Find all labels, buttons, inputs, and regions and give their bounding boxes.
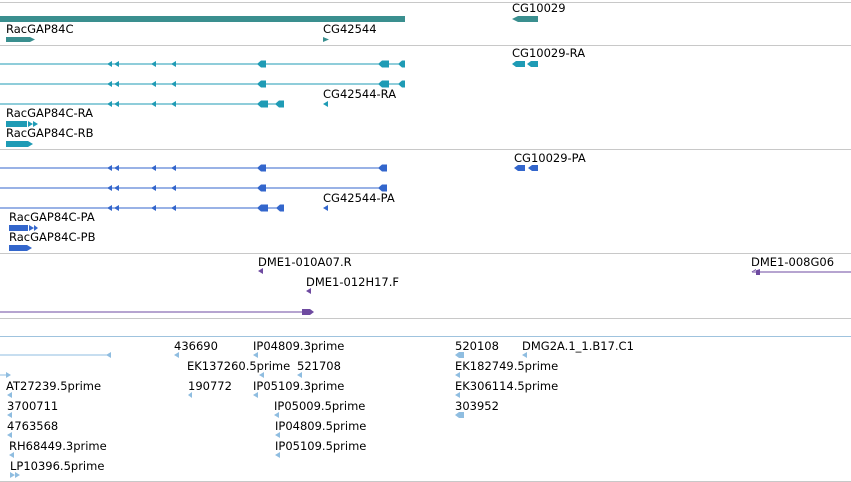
est-glyph-lp10396[interactable] bbox=[10, 472, 20, 478]
gene-label-racgap84c[interactable]: RacGAP84C bbox=[6, 22, 73, 36]
clone-label-008g06[interactable]: DME1-008G06 bbox=[751, 255, 834, 269]
protein-label-cg10029-pa[interactable]: CG10029-PA bbox=[514, 151, 586, 165]
clone-track bbox=[0, 268, 851, 315]
protein-track bbox=[0, 164, 538, 251]
est-glyph-303952[interactable] bbox=[455, 412, 464, 418]
est-label-303952[interactable]: 303952 bbox=[455, 399, 499, 413]
est-label-ek137260[interactable]: EK137260.5prime bbox=[187, 359, 290, 373]
protein-glyph-racgap84c-pa[interactable] bbox=[9, 225, 38, 231]
transcript-label-racgap84c-rb[interactable]: RacGAP84C-RB bbox=[6, 126, 94, 140]
est-glyph-dmg2a[interactable] bbox=[522, 352, 527, 358]
est-glyph-4763568[interactable] bbox=[7, 432, 12, 438]
transcript-label-cg10029-ra[interactable]: CG10029-RA bbox=[512, 46, 585, 60]
est-glyph-ek137260[interactable] bbox=[259, 372, 264, 378]
est-glyph[interactable] bbox=[106, 352, 111, 358]
gene-glyph-cg10029[interactable] bbox=[512, 16, 538, 22]
protein-glyph-racgap84c-pb[interactable] bbox=[9, 245, 32, 251]
transcript-glyph-racgap84c-ra[interactable] bbox=[6, 121, 38, 127]
est-label-ek306114[interactable]: EK306114.5prime bbox=[455, 379, 558, 393]
protein-label-racgap84c-pb[interactable]: RacGAP84C-PB bbox=[9, 230, 96, 244]
est-label-ip04809-5[interactable]: IP04809.5prime bbox=[275, 419, 366, 433]
est-glyph-520108[interactable] bbox=[455, 352, 464, 358]
est-label-436690[interactable]: 436690 bbox=[174, 339, 218, 353]
clone-glyph-010a07[interactable] bbox=[258, 268, 263, 274]
clone-glyph-012h17[interactable] bbox=[306, 288, 311, 294]
est-glyph-ip04809-3[interactable] bbox=[253, 352, 258, 358]
transcript-label-racgap84c-ra[interactable]: RacGAP84C-RA bbox=[6, 106, 93, 120]
est-label-at27239[interactable]: AT27239.5prime bbox=[6, 379, 101, 393]
est-label-ek182749[interactable]: EK182749.5prime bbox=[455, 359, 558, 373]
est-track bbox=[0, 352, 527, 478]
transcript-exons[interactable] bbox=[107, 60, 405, 68]
transcript-track bbox=[0, 60, 538, 147]
est-label-520108[interactable]: 520108 bbox=[455, 339, 499, 353]
est-label-ip05109-3[interactable]: IP05109.3prime bbox=[253, 379, 344, 393]
clone-label-010a07[interactable]: DME1-010A07.R bbox=[258, 255, 352, 269]
transcript-exons[interactable] bbox=[107, 80, 405, 88]
clone-glyph-008g06[interactable] bbox=[751, 269, 760, 275]
protein-exons[interactable] bbox=[107, 184, 387, 192]
est-glyph-ip05009[interactable] bbox=[274, 412, 279, 418]
est-label-190772[interactable]: 190772 bbox=[188, 379, 232, 393]
clone-label-012h17[interactable]: DME1-012H17.F bbox=[306, 275, 399, 289]
transcript-glyph-racgap84c-rb[interactable] bbox=[6, 141, 33, 147]
est-label-ip05009[interactable]: IP05009.5prime bbox=[274, 399, 365, 413]
clone-glyph-bottom[interactable] bbox=[302, 309, 314, 315]
transcript-glyph-cg10029-ra[interactable] bbox=[512, 61, 538, 67]
gene-bar-racgap84c[interactable] bbox=[0, 16, 405, 22]
protein-exons[interactable] bbox=[107, 164, 387, 172]
est-label-lp10396[interactable]: LP10396.5prime bbox=[10, 459, 104, 473]
protein-label-racgap84c-pa[interactable]: RacGAP84C-PA bbox=[9, 210, 95, 224]
protein-glyph-cg10029-pa[interactable] bbox=[514, 165, 538, 171]
est-glyph-190772[interactable] bbox=[188, 392, 192, 398]
est-label-ip05109-5[interactable]: IP05109.5prime bbox=[275, 439, 366, 453]
est-label-521708[interactable]: 521708 bbox=[297, 359, 341, 373]
transcript-exons[interactable] bbox=[107, 100, 328, 108]
gene-glyph-racgap84c[interactable] bbox=[6, 37, 35, 42]
est-glyph-ek182749[interactable] bbox=[455, 372, 460, 378]
est-glyph-left-arrow[interactable] bbox=[6, 372, 11, 378]
est-glyph-ip04809-5[interactable] bbox=[275, 432, 280, 438]
est-glyph-ip05109-5[interactable] bbox=[275, 452, 280, 458]
gene-glyph-cg42544[interactable] bbox=[323, 37, 329, 42]
est-glyph-ek306114[interactable] bbox=[455, 392, 460, 398]
est-glyph-521708[interactable] bbox=[297, 372, 302, 378]
protein-exons[interactable] bbox=[107, 204, 328, 212]
est-label-rh68449[interactable]: RH68449.3prime bbox=[9, 439, 107, 453]
est-glyph-436690[interactable] bbox=[174, 352, 179, 358]
est-glyph-ip05109-3[interactable] bbox=[253, 392, 258, 398]
est-glyph-3700711[interactable] bbox=[7, 412, 12, 418]
transcript-label-cg42544-ra[interactable]: CG42544-RA bbox=[323, 87, 396, 101]
gene-label-cg10029[interactable]: CG10029 bbox=[512, 1, 566, 15]
gene-track bbox=[0, 16, 538, 42]
est-label-ip04809-3[interactable]: IP04809.3prime bbox=[253, 339, 344, 353]
protein-label-cg42544-pa[interactable]: CG42544-PA bbox=[323, 191, 395, 205]
est-label-3700711[interactable]: 3700711 bbox=[7, 399, 58, 413]
est-glyph-at27239[interactable] bbox=[7, 392, 12, 398]
est-label-4763568[interactable]: 4763568 bbox=[7, 419, 58, 433]
est-glyph-rh68449[interactable] bbox=[9, 452, 14, 458]
est-label-dmg2a[interactable]: DMG2A.1_1.B17.C1 bbox=[522, 339, 634, 353]
gene-label-cg42544[interactable]: CG42544 bbox=[323, 22, 377, 36]
